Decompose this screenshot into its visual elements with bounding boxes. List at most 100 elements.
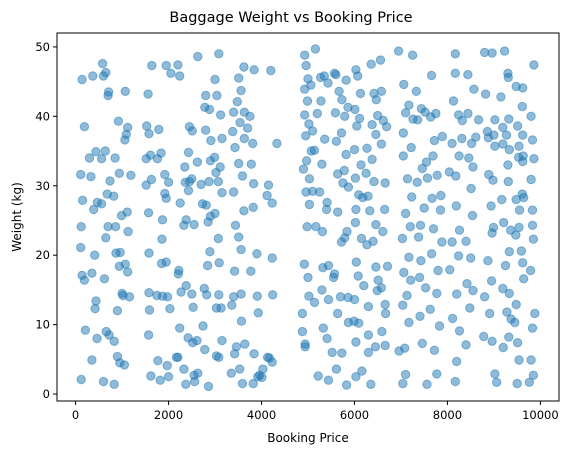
data-point	[96, 154, 107, 164]
data-point	[350, 104, 360, 115]
data-point	[377, 326, 387, 337]
data-point	[110, 153, 120, 163]
data-point	[215, 110, 226, 120]
data-point	[432, 170, 442, 181]
data-point	[463, 70, 473, 80]
data-point	[209, 152, 220, 163]
data-point	[490, 115, 500, 125]
data-point	[498, 122, 508, 133]
x-tick-label: 0	[72, 408, 79, 422]
data-point	[175, 198, 185, 208]
data-point	[448, 96, 459, 106]
data-point	[114, 168, 125, 179]
data-point	[416, 256, 426, 266]
data-point	[204, 104, 215, 115]
data-point	[229, 349, 240, 359]
data-point	[487, 336, 497, 346]
data-point	[321, 204, 332, 215]
data-point	[407, 50, 418, 60]
data-point	[79, 275, 90, 285]
data-point	[351, 204, 361, 215]
data-point	[79, 122, 90, 132]
data-point	[355, 88, 366, 99]
data-point	[514, 141, 524, 151]
data-point	[381, 122, 392, 132]
data-point	[341, 149, 351, 160]
data-point	[257, 372, 267, 383]
data-point	[176, 287, 186, 297]
data-point	[450, 376, 460, 387]
data-point	[245, 111, 255, 122]
data-point	[400, 369, 411, 380]
data-point	[163, 177, 174, 188]
data-point	[394, 346, 404, 356]
data-point	[87, 355, 97, 365]
data-point	[119, 360, 130, 370]
data-point	[234, 232, 244, 242]
data-point	[518, 130, 528, 140]
data-point	[204, 176, 214, 187]
data-point	[336, 237, 347, 247]
data-point	[504, 288, 514, 299]
data-point	[236, 85, 246, 96]
data-point	[183, 147, 194, 158]
data-point	[103, 90, 113, 101]
data-point	[147, 60, 157, 71]
data-point	[498, 342, 508, 353]
data-point	[417, 338, 427, 349]
data-point	[301, 60, 311, 71]
data-point	[99, 274, 110, 284]
data-point	[527, 220, 538, 231]
data-point	[236, 316, 247, 326]
data-point	[375, 55, 386, 65]
data-point	[120, 86, 131, 97]
data-point	[187, 126, 198, 136]
data-point	[323, 294, 334, 305]
data-point	[141, 180, 151, 190]
data-point	[77, 195, 88, 206]
data-point	[173, 60, 183, 70]
data-point	[187, 289, 197, 299]
data-point	[217, 188, 227, 198]
data-point	[98, 71, 109, 81]
data-point	[406, 275, 416, 285]
data-point	[498, 139, 508, 149]
data-point	[236, 244, 246, 255]
data-point	[503, 176, 513, 187]
data-point	[165, 304, 175, 314]
data-point	[356, 160, 366, 170]
data-point	[210, 208, 220, 219]
data-point	[480, 89, 491, 99]
data-point	[511, 230, 521, 240]
data-point	[512, 338, 523, 348]
data-point	[529, 60, 539, 70]
data-point	[404, 317, 414, 328]
data-point	[499, 46, 510, 56]
data-point	[211, 167, 221, 178]
data-point	[402, 174, 413, 184]
data-point	[315, 72, 326, 83]
x-tick-label: 6000	[340, 408, 369, 422]
data-point	[426, 70, 437, 81]
data-point	[144, 305, 155, 315]
data-point	[91, 296, 101, 306]
data-point	[514, 355, 524, 365]
data-point	[163, 372, 174, 382]
data-point	[216, 303, 226, 313]
data-point	[310, 44, 321, 54]
data-point	[203, 381, 214, 392]
data-point	[511, 299, 521, 310]
data-point	[428, 224, 439, 234]
data-point	[228, 107, 239, 117]
data-point	[143, 208, 154, 218]
data-point	[504, 247, 514, 257]
data-point	[380, 204, 390, 215]
data-point	[124, 292, 135, 302]
data-point	[141, 154, 151, 164]
data-point	[115, 247, 125, 258]
data-point	[490, 369, 500, 379]
data-point	[445, 265, 455, 275]
data-point	[369, 176, 379, 187]
data-point	[263, 180, 274, 190]
data-point	[526, 111, 536, 122]
